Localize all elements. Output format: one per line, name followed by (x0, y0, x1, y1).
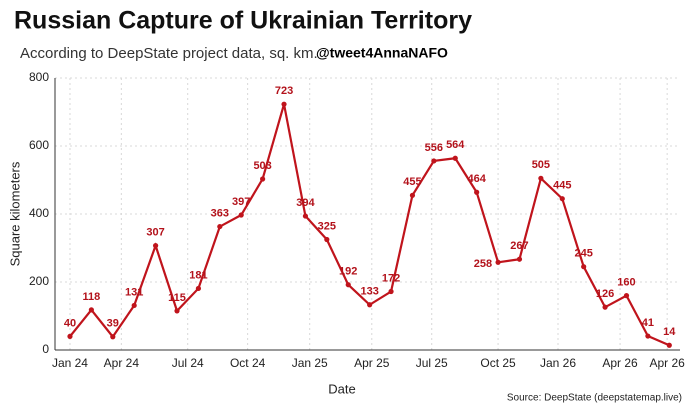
point (409, 192, 416, 198)
point (131, 302, 137, 309)
point (67, 333, 73, 339)
point (324, 236, 330, 243)
data-label: 192 (339, 266, 357, 278)
x-tick-label: Jan 25 (292, 356, 328, 370)
point (238, 212, 244, 218)
point (559, 196, 565, 202)
point (474, 189, 480, 195)
x-tick-label: Apr 24 (104, 356, 140, 370)
y-tick-label: 200 (29, 274, 49, 288)
point (302, 213, 309, 219)
point (345, 282, 351, 288)
data-label: 505 (532, 159, 550, 171)
point (174, 308, 180, 314)
x-tick-label: Jul 24 (172, 356, 204, 370)
x-tick-label: Oct 24 (230, 356, 266, 370)
data-label: 131 (125, 286, 143, 298)
data-label: 160 (617, 277, 635, 289)
data-label: 118 (83, 291, 101, 303)
handle: @tweet4AnnaNAFO (316, 45, 448, 61)
data-label: 258 (474, 258, 492, 270)
y-tick-label: 800 (29, 70, 49, 84)
point (388, 288, 394, 295)
data-label: 181 (189, 269, 207, 281)
y-axis-label: Square kilometers (7, 161, 22, 266)
data-label: 464 (467, 173, 486, 185)
x-tick-label: Oct 25 (480, 356, 516, 370)
point (217, 223, 223, 230)
point (516, 256, 523, 262)
data-label: 267 (510, 240, 528, 252)
point (538, 175, 544, 181)
data-label: 133 (360, 286, 378, 298)
data-label: 363 (211, 207, 229, 219)
data-label: 556 (425, 142, 443, 154)
data-label: 39 (107, 318, 119, 330)
point (195, 285, 202, 292)
x-tick-label: Apr 26 (649, 356, 685, 370)
x-tick-label: Apr 26 (602, 356, 638, 370)
point (281, 101, 287, 107)
data-label: 503 (253, 160, 271, 172)
point (152, 243, 159, 249)
data-label: 14 (663, 326, 676, 338)
point (495, 259, 501, 265)
point (623, 293, 630, 299)
x-tick-label: Jan 26 (540, 356, 576, 370)
data-label: 723 (275, 85, 293, 97)
data-label: 126 (596, 288, 614, 300)
point (452, 155, 458, 161)
data-label: 445 (553, 180, 571, 192)
x-tick-label: Jul 25 (416, 356, 448, 370)
data-label: 172 (382, 272, 400, 284)
y-tick-label: 600 (29, 138, 49, 152)
x-tick-label: Apr 25 (354, 356, 390, 370)
line (69, 103, 670, 347)
data-label: 40 (64, 317, 76, 329)
point (645, 333, 651, 339)
x-axis-label: Date (328, 381, 355, 396)
data-label: 397 (232, 196, 250, 208)
data-label: 115 (168, 292, 186, 304)
subtitle: According to DeepState project data, sq.… (20, 45, 318, 62)
point (260, 176, 266, 182)
point (110, 334, 116, 340)
x-tick-label: Jan 24 (52, 356, 88, 370)
point (431, 158, 437, 164)
data-label: 245 (575, 248, 593, 260)
point (88, 307, 94, 313)
data-label: 325 (318, 220, 336, 232)
point (367, 302, 373, 308)
data-label: 41 (642, 317, 654, 329)
source: Source: DeepState (deepstatemap.live) (507, 393, 682, 404)
data-label: 564 (446, 139, 465, 151)
point (581, 264, 587, 270)
data-label: 394 (296, 197, 315, 209)
y-tick-label: 0 (42, 342, 49, 356)
data-label: 307 (146, 227, 164, 239)
chart-title: Russian Capture of Ukrainian Territory (14, 7, 472, 35)
y-tick-label: 400 (29, 206, 49, 220)
point (666, 342, 672, 348)
data-label: 455 (403, 176, 421, 188)
point (602, 304, 608, 310)
